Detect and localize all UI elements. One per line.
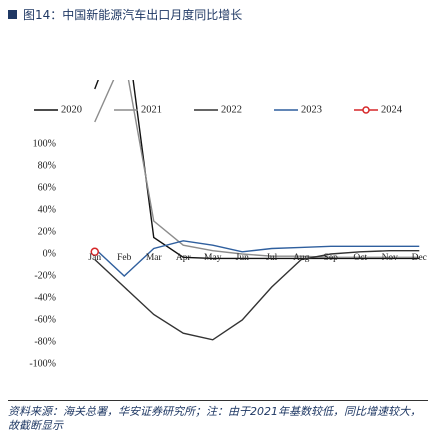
chart: 100% 80% 60% 40% 20% 0% -20% -40% -60% -80% -100% J… <box>29 80 427 369</box>
y-tick-label: 40% <box>38 204 56 215</box>
y-tick-label: 20% <box>38 226 56 237</box>
x-tick-label: Sep <box>324 253 339 263</box>
title-box: 图14：中国新能源汽车出口月度同比增长 <box>8 6 242 23</box>
x-tick-label: Mar <box>146 253 163 263</box>
x-tick-label: Aug <box>293 253 310 263</box>
series-line <box>94 240 420 277</box>
y-tick-label: 80% <box>38 160 56 171</box>
y-tick-label: -40% <box>34 292 56 303</box>
y-tick-label: 100% <box>33 138 56 149</box>
source-note: 资料来源：海关总署，华安证券研究所；注：由于2021年基数较低，同比增速较大，故… <box>8 400 428 433</box>
x-tick-label: Jun <box>236 253 249 263</box>
x-tick-label: Feb <box>117 253 132 263</box>
y-tick-label: -20% <box>34 270 56 281</box>
series-line <box>94 250 420 341</box>
legend-label: 2024 <box>381 104 403 115</box>
legend-label: 2022 <box>221 104 242 115</box>
legend-label: 2023 <box>301 104 322 115</box>
legend-marker <box>362 106 370 114</box>
plot-area <box>90 80 420 341</box>
legend-label: 2020 <box>61 104 82 115</box>
series-line <box>94 80 420 258</box>
x-tick-label: May <box>204 253 222 263</box>
y-tick-label: -100% <box>29 358 56 369</box>
x-tick-label: Jan <box>88 253 101 263</box>
y-tick-label: 60% <box>38 182 56 193</box>
x-tick-label: Dec <box>412 253 427 263</box>
series-line <box>94 80 420 260</box>
x-tick-label: Apr <box>176 253 192 263</box>
y-tick-label: -80% <box>34 336 56 347</box>
data-point <box>90 247 99 257</box>
title-icon <box>8 10 17 19</box>
legend-label: 2021 <box>141 104 162 115</box>
x-tick-label: Nov <box>382 253 399 263</box>
y-tick-label: -60% <box>34 314 56 325</box>
x-tick-label: Jul <box>266 253 277 263</box>
chart-title: 图14：中国新能源汽车出口月度同比增长 <box>23 8 243 22</box>
y-tick-label: 0% <box>43 248 56 259</box>
x-tick-label: Oct <box>353 253 367 263</box>
